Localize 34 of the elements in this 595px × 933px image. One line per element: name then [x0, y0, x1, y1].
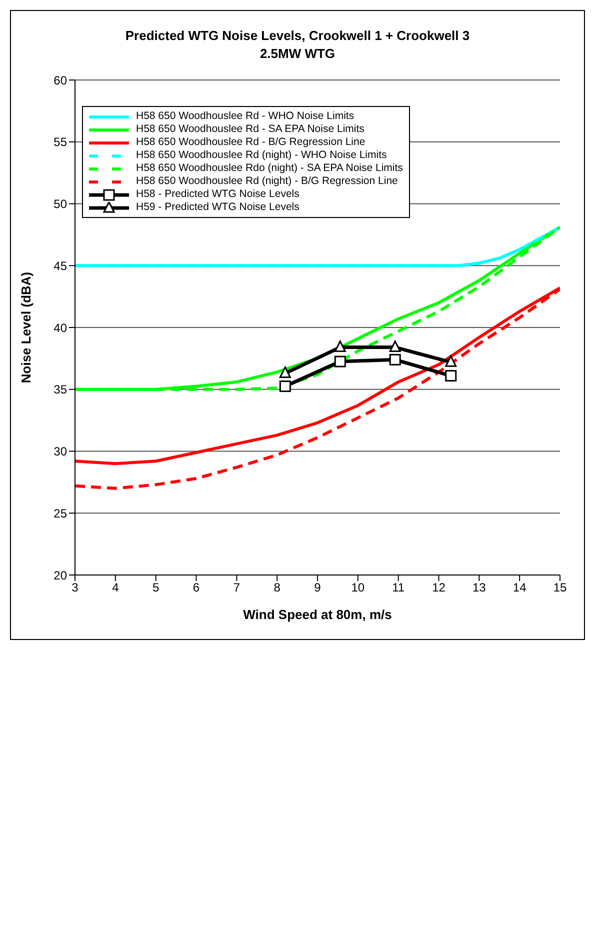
chart-title: Predicted WTG Noise Levels, Crookwell 1 + Crookwell 3: [124, 28, 471, 43]
y-tick-label: 50: [54, 197, 68, 212]
x-tick-label: 15: [553, 580, 567, 595]
x-tick-label: 10: [351, 580, 365, 595]
y-tick-label: 20: [54, 568, 68, 582]
x-tick-label: 3: [72, 580, 79, 595]
x-tick-label: 9: [314, 580, 322, 595]
legend-label: H58 - Predicted WTG Noise Levels: [136, 188, 300, 201]
chart-subtitle: 2.5MW WTG: [258, 46, 336, 61]
legend-label: H58 650 Woodhouslee Rd (night) - WHO Noise Limits: [136, 149, 387, 162]
y-tick-label: 35: [54, 382, 68, 397]
x-tick-label: 5: [152, 580, 160, 595]
x-tick-label: 11: [392, 580, 405, 595]
x-tick-label: 6: [192, 580, 200, 595]
x-tick-label: 13: [472, 580, 486, 595]
y-tick-label: 55: [54, 135, 68, 150]
y-axis-title: Noise Level (dBA): [18, 272, 34, 384]
y-tick-label: 25: [54, 506, 68, 520]
x-tick-label: 8: [274, 580, 281, 595]
legend-label: H59 - Predicted WTG Noise Levels: [136, 201, 300, 214]
legend-label: H58 650 Woodhouslee Rd - WHO Noise Limits: [136, 110, 354, 123]
y-tick-label: 45: [54, 258, 68, 273]
x-tick-label: 12: [432, 580, 446, 595]
y-tick-label: 40: [54, 320, 68, 335]
x-axis-title: Wind Speed at 80m, m/s: [243, 607, 392, 622]
y-tick-label: 60: [54, 73, 68, 88]
x-tick-label: 7: [233, 580, 240, 595]
legend-label: H58 650 Woodhouslee Rd - B/G Regression Line: [136, 136, 366, 149]
legend-label: H58 650 Woodhouslee Rdo (night) - SA EPA Noise Limits: [136, 162, 403, 175]
x-tick-label: 14: [512, 580, 527, 595]
y-tick-label: 30: [54, 444, 68, 459]
legend-label: H58 650 Woodhouslee Rd (night) - B/G Regression Line: [136, 175, 398, 188]
legend-label: H58 650 Woodhouslee Rd - SA EPA Noise Limits: [136, 123, 364, 136]
x-tick-label: 4: [112, 580, 120, 595]
